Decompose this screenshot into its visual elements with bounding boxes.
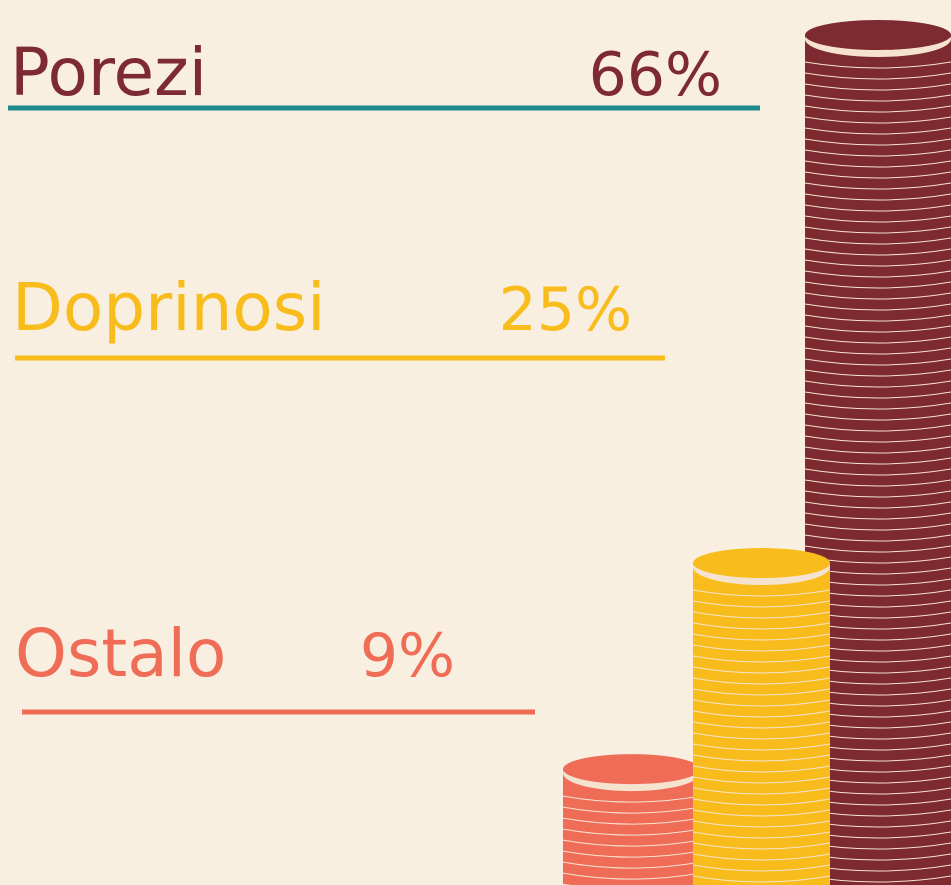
coin-edge [692, 710, 831, 718]
coin-edge [804, 215, 951, 223]
coin-stack [562, 754, 701, 885]
coin-edge [804, 369, 951, 377]
coin-edge [804, 116, 951, 124]
coin-top [805, 20, 951, 50]
category-label: Porezi [10, 34, 207, 111]
coin-edge [692, 754, 831, 762]
coin-edge [562, 795, 701, 803]
coin-edge [804, 534, 951, 542]
coin-edge [562, 850, 701, 858]
coin-edge [804, 281, 951, 289]
coin-edge [692, 743, 831, 751]
coin-edge [804, 127, 951, 135]
coin-edge [804, 292, 951, 300]
coin-edge [692, 721, 831, 729]
coin-edge [804, 325, 951, 333]
coin-edge [804, 523, 951, 531]
coin-edge [804, 435, 951, 443]
coin-edge [804, 479, 951, 487]
coin-edge [804, 259, 951, 267]
coin-edge [804, 160, 951, 168]
coin-edge [804, 424, 951, 432]
coin-edge [804, 270, 951, 278]
coin-edge [692, 688, 831, 696]
coin-edge [804, 512, 951, 520]
coin-edge [804, 446, 951, 454]
coin-edge [692, 611, 831, 619]
coin-edge [692, 633, 831, 641]
coin-edge [804, 358, 951, 366]
coin-edge [692, 655, 831, 663]
coin-edge [804, 314, 951, 322]
coin-edge [804, 193, 951, 201]
coin-edge [692, 820, 831, 828]
coin-edge [692, 622, 831, 630]
coin-top [693, 548, 830, 579]
coin-edge [804, 61, 951, 69]
coin-edge [804, 468, 951, 476]
coin-edge [562, 861, 701, 869]
coin-edge [692, 600, 831, 608]
coin-edge [562, 872, 701, 880]
coin-stack [692, 548, 831, 885]
coin-edge [804, 182, 951, 190]
coin-edge [804, 347, 951, 355]
coin-edge [804, 402, 951, 410]
coin-edge [804, 138, 951, 146]
value-label: 66% [589, 40, 722, 110]
coin-edge [804, 457, 951, 465]
coin-edge [804, 413, 951, 421]
coin-edge [804, 83, 951, 91]
coin-edge [804, 94, 951, 102]
coin-edge [804, 391, 951, 399]
category-label: Doprinosi [12, 269, 326, 346]
coin-edge [804, 204, 951, 212]
coin-edge [804, 237, 951, 245]
coin-edge [562, 806, 701, 814]
coin-edge [692, 798, 831, 806]
coin-edge [804, 490, 951, 498]
coin-edge [804, 545, 951, 553]
coin-edge [804, 72, 951, 80]
coin-edge [804, 303, 951, 311]
coin-edge [692, 831, 831, 839]
coin-edge [692, 732, 831, 740]
coin-edge [804, 248, 951, 256]
coin-edge [692, 666, 831, 674]
coin-edge [692, 776, 831, 784]
coin-edge [692, 699, 831, 707]
coin-edge [692, 864, 831, 872]
coin-edge [692, 787, 831, 795]
coin-edge [692, 589, 831, 597]
coin-edge [692, 842, 831, 850]
value-label: 25% [499, 275, 632, 345]
coin-top [563, 754, 700, 785]
coin-edge [804, 105, 951, 113]
coin-edge [562, 817, 701, 825]
coin-edge [692, 677, 831, 685]
coin-edge [692, 644, 831, 652]
coin-edge [692, 875, 831, 883]
coin-edge [692, 853, 831, 861]
coin-edge [804, 501, 951, 509]
category-label: Ostalo [15, 615, 226, 692]
coin-edge [692, 765, 831, 773]
coin-edge [804, 336, 951, 344]
bar [693, 563, 830, 885]
coin-edge [804, 226, 951, 234]
coin-edge [804, 171, 951, 179]
coin-edge [804, 380, 951, 388]
coin-edge [562, 828, 701, 836]
coin-edge [804, 149, 951, 157]
coin-edge [562, 839, 701, 847]
coin-edge [692, 809, 831, 817]
value-label: 9% [360, 621, 455, 691]
